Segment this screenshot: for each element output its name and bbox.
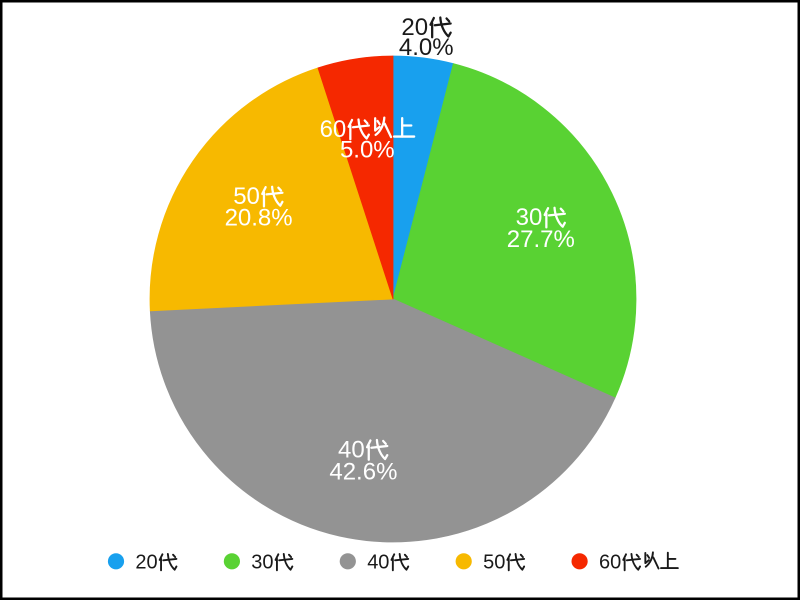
svg-text:50: 50 [483, 551, 505, 573]
svg-text:60: 60 [320, 116, 347, 143]
svg-text:42.6%: 42.6% [329, 459, 397, 486]
svg-text:30: 30 [251, 551, 273, 573]
svg-text:60: 60 [599, 551, 621, 573]
svg-text:5.0%: 5.0% [340, 136, 395, 163]
svg-text:27.7%: 27.7% [507, 226, 575, 253]
svg-text:50: 50 [233, 183, 260, 210]
svg-text:40: 40 [338, 436, 365, 463]
svg-text:30: 30 [516, 204, 543, 231]
svg-text:20.8%: 20.8% [225, 204, 293, 231]
svg-text:4.0%: 4.0% [399, 34, 454, 61]
svg-text:40: 40 [367, 551, 389, 573]
svg-text:20: 20 [135, 551, 157, 573]
svg-text:20: 20 [401, 14, 428, 41]
